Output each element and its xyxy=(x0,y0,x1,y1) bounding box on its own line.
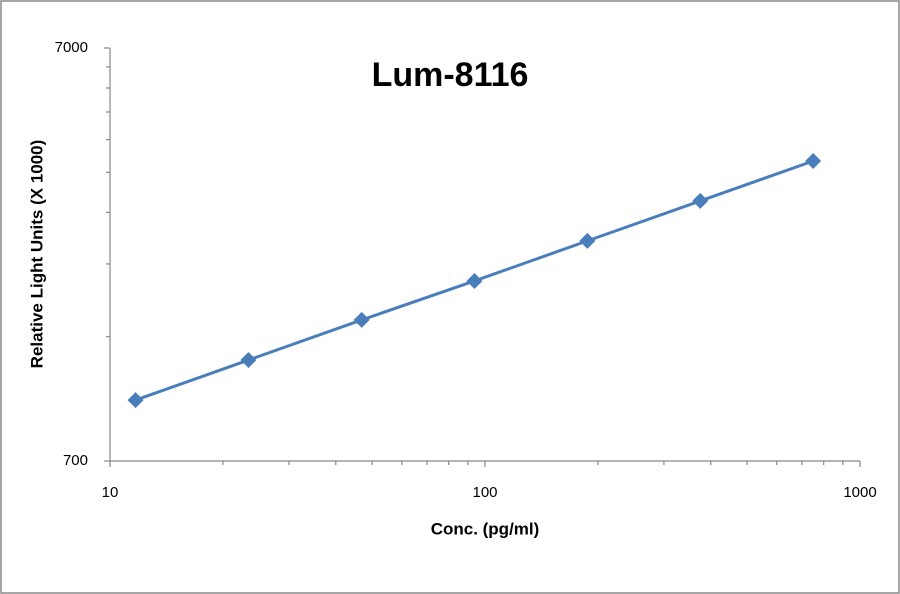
data-point xyxy=(692,192,709,209)
chart-title: Lum-8116 xyxy=(372,56,529,94)
data-point xyxy=(805,153,822,170)
data-point xyxy=(579,232,596,249)
y-axis-label: Relative Light Units (X 1000) xyxy=(27,140,46,369)
x-tick-label: 100 xyxy=(472,484,497,501)
y-tick-label: 7000 xyxy=(55,39,88,56)
data-point xyxy=(466,272,483,289)
x-tick-label: 1000 xyxy=(843,484,876,501)
data-point xyxy=(240,352,257,369)
x-tick-label: 10 xyxy=(102,484,119,501)
data-point xyxy=(127,392,144,409)
data-point xyxy=(353,311,370,328)
x-axis-label: Conc. (pg/ml) xyxy=(431,519,540,538)
y-tick-label: 700 xyxy=(63,452,88,469)
